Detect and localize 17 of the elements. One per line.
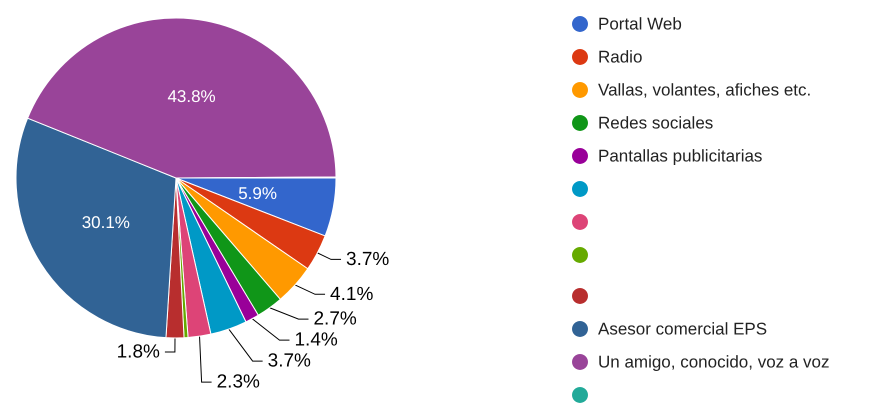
data-label: 1.4% — [294, 330, 338, 351]
legend-label: Pantallas publicitarias — [598, 146, 762, 166]
data-label: 3.7% — [346, 248, 390, 270]
data-label: 2.3% — [216, 372, 260, 393]
data-label: 43.8% — [167, 86, 216, 106]
data-label: 3.7% — [268, 350, 312, 372]
data-label: 4.1% — [330, 284, 374, 305]
legend-label: Redes sociales — [598, 114, 714, 132]
data-label: 1.8% — [116, 341, 160, 362]
data-label: 2.7% — [313, 308, 357, 330]
legend-label: Asesor comercial EPS — [598, 320, 768, 338]
data-label: 30.1% — [82, 212, 130, 232]
legend-label: Vallas, volantes, afiches etc. — [598, 80, 812, 100]
legend-label: Radio — [598, 48, 642, 66]
legend-label: Un amigo, conocido, voz a voz — [598, 352, 830, 372]
data-label: 5.9% — [238, 184, 277, 203]
legend-label: Portal Web — [598, 14, 682, 34]
